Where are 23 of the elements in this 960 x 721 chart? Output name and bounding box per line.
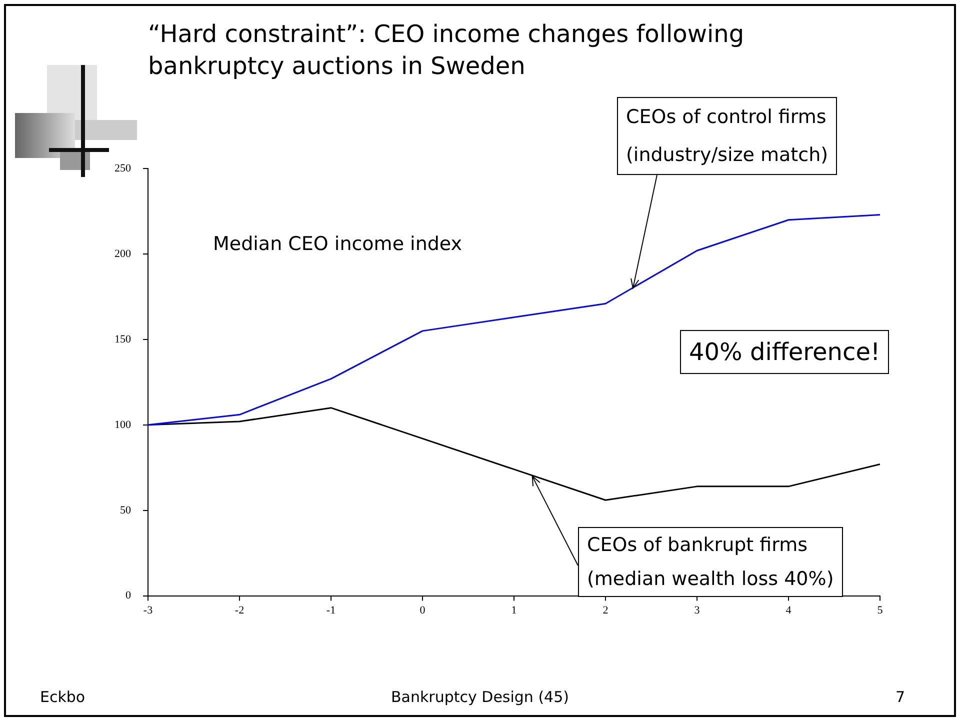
text: Bankruptcy Design (45) bbox=[391, 688, 569, 706]
x-tick-label: 2 bbox=[602, 604, 608, 616]
x-tick-label: 4 bbox=[786, 604, 792, 616]
annotation: CEOs of control firms (industry/size match) bbox=[617, 97, 838, 175]
chart-title: “Hard constraint”: CEO income changes following bankruptcy auctions in Sweden bbox=[148, 19, 746, 82]
x-tick-label: -2 bbox=[234, 604, 244, 616]
x-tick-label: -1 bbox=[326, 604, 336, 616]
annotation: 40% difference! bbox=[680, 330, 890, 374]
x-tick-label: 5 bbox=[877, 604, 884, 616]
y-axis-title: Median CEO income index bbox=[213, 233, 462, 255]
x-tick-label: 3 bbox=[694, 604, 700, 616]
y-tick-label: 200 bbox=[114, 248, 132, 260]
x-tick-label: 0 bbox=[420, 604, 426, 616]
y-tick-label: 50 bbox=[120, 504, 132, 516]
annotation: CEOs of bankrupt firms (median wealth loss 40%) bbox=[578, 527, 843, 597]
x-tick-label: 1 bbox=[511, 604, 517, 616]
y-tick-label: 0 bbox=[126, 590, 132, 602]
x-tick-label: -3 bbox=[143, 604, 154, 616]
text: Eckbo bbox=[40, 688, 86, 706]
text: 7 bbox=[895, 688, 905, 706]
y-tick-label: 150 bbox=[114, 333, 132, 346]
y-tick-label: 100 bbox=[114, 418, 132, 431]
y-tick-label: 250 bbox=[114, 162, 132, 174]
